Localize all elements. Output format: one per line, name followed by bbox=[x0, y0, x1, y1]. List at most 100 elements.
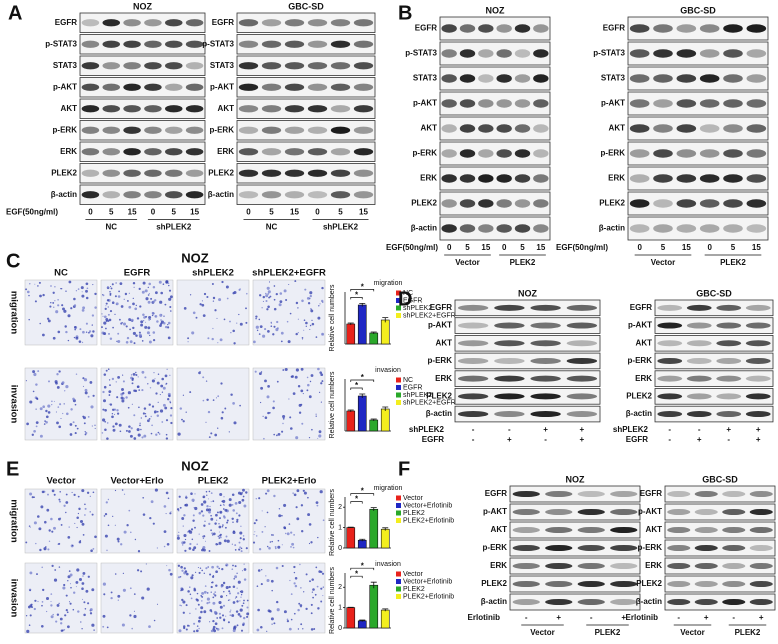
cell-dot bbox=[189, 542, 192, 546]
band bbox=[330, 19, 351, 27]
cell-dot bbox=[157, 373, 160, 376]
cell-dot bbox=[75, 586, 77, 588]
cell-dot bbox=[118, 290, 120, 293]
group-label: shPLEK2 bbox=[156, 223, 192, 232]
cell-dot bbox=[167, 321, 171, 325]
cell-dot bbox=[38, 527, 42, 531]
cell-dot bbox=[193, 630, 196, 633]
cell-dot bbox=[253, 340, 256, 344]
cell-dot bbox=[48, 540, 51, 542]
band bbox=[457, 340, 489, 347]
cell-dot bbox=[238, 313, 240, 316]
protein-label: p-AKT bbox=[413, 99, 437, 108]
bar bbox=[346, 410, 356, 432]
band bbox=[745, 411, 771, 418]
band bbox=[261, 62, 282, 70]
cell-dot bbox=[180, 588, 184, 591]
band bbox=[353, 126, 374, 134]
protein-label: β-actin bbox=[636, 597, 662, 606]
protein-label: AKT bbox=[436, 338, 453, 347]
cell-dot bbox=[260, 625, 263, 629]
bar bbox=[346, 527, 356, 549]
band bbox=[566, 411, 598, 418]
cell-dot bbox=[202, 537, 205, 539]
cell-dot bbox=[208, 508, 212, 512]
cell-dot bbox=[74, 326, 77, 329]
cell-dot bbox=[198, 511, 202, 515]
cell-dot bbox=[41, 604, 43, 607]
cell-dot bbox=[161, 377, 164, 381]
cell-dot bbox=[255, 519, 258, 522]
protein-label: EGFR bbox=[603, 24, 625, 33]
cell-dot bbox=[82, 377, 85, 380]
blot-strip bbox=[439, 41, 551, 66]
cell-dot bbox=[56, 385, 60, 389]
cell-dot bbox=[181, 517, 185, 520]
significance-bracket bbox=[350, 493, 375, 496]
cell-dot bbox=[229, 611, 231, 613]
cell-dot bbox=[112, 515, 114, 518]
cell-dot bbox=[79, 519, 84, 524]
condition-sign: - bbox=[668, 425, 671, 434]
cell-dot bbox=[105, 305, 107, 307]
significance-star: * bbox=[355, 291, 359, 300]
cell-dot bbox=[72, 608, 75, 611]
cell-dot bbox=[148, 315, 152, 320]
cell-dot bbox=[285, 532, 287, 535]
band bbox=[123, 83, 141, 91]
cell-dot bbox=[232, 585, 236, 588]
cell-dot bbox=[211, 282, 214, 286]
cell-dot bbox=[237, 592, 240, 595]
band bbox=[749, 508, 773, 516]
cell-dot bbox=[234, 549, 237, 551]
cell-dot bbox=[82, 330, 85, 334]
cell-dot bbox=[105, 327, 107, 330]
cell-dot bbox=[188, 547, 192, 550]
cell-dot bbox=[152, 285, 156, 289]
band bbox=[653, 74, 673, 83]
cell-dot bbox=[212, 625, 216, 629]
group-label: PLEK2 bbox=[735, 628, 761, 637]
protein-label: β-actin bbox=[51, 190, 77, 199]
protein-label: AKT bbox=[421, 124, 438, 133]
cell-dot bbox=[109, 291, 111, 293]
band bbox=[694, 598, 718, 606]
cell-dot bbox=[299, 563, 301, 566]
cell-dot bbox=[67, 536, 71, 539]
band bbox=[330, 40, 351, 48]
cell-dot bbox=[305, 607, 308, 611]
band bbox=[284, 191, 305, 199]
band bbox=[238, 19, 259, 27]
cell-dot bbox=[238, 548, 241, 551]
cell-dot bbox=[102, 408, 105, 411]
cell-dot bbox=[84, 388, 88, 392]
band bbox=[676, 49, 697, 58]
cell-dot bbox=[318, 430, 322, 434]
cell-dot bbox=[51, 489, 55, 493]
band bbox=[144, 126, 162, 134]
blot-strip bbox=[627, 116, 769, 141]
band bbox=[716, 322, 742, 329]
cell-dot bbox=[282, 417, 285, 420]
band bbox=[441, 224, 457, 233]
band bbox=[716, 375, 742, 382]
significance-bracket bbox=[350, 501, 363, 504]
cell-dot bbox=[56, 603, 60, 607]
cell-dot bbox=[308, 395, 312, 399]
band bbox=[261, 40, 282, 48]
cell-dot bbox=[203, 524, 206, 527]
cell-dot bbox=[94, 292, 97, 296]
cell-dot bbox=[75, 373, 78, 375]
cell-dot bbox=[52, 291, 55, 294]
cell-dot bbox=[221, 525, 224, 528]
cell-dot bbox=[293, 612, 296, 615]
band bbox=[478, 199, 494, 208]
cell-dot bbox=[257, 608, 260, 612]
cell-dot bbox=[221, 500, 224, 503]
cell-dot bbox=[53, 526, 56, 530]
cell-dot bbox=[276, 434, 278, 437]
cell-dot bbox=[266, 578, 270, 583]
cell-dot bbox=[68, 526, 70, 528]
cell-dot bbox=[130, 374, 132, 376]
band bbox=[533, 199, 549, 208]
